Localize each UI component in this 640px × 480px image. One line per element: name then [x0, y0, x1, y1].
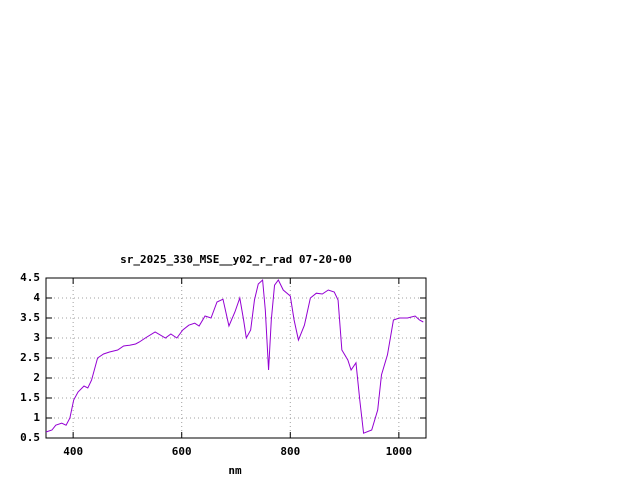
y-tick-label: 2: [33, 371, 40, 384]
y-tick-label: 0.5: [20, 431, 40, 444]
y-tick-label: 1.5: [20, 391, 40, 404]
y-tick-label: 4: [33, 291, 40, 304]
y-tick-label: 3: [33, 331, 40, 344]
x-tick-label: 600: [172, 445, 192, 458]
data-line: [45, 278, 424, 434]
x-axis-label: nm: [228, 464, 242, 477]
plot-border: [45, 277, 427, 439]
y-tick-label: 3.5: [20, 311, 40, 324]
x-tick-label: 400: [63, 445, 83, 458]
x-tick-label: 800: [280, 445, 300, 458]
chart-title: sr_2025_330_MSE__y02_r_rad 07-20-00: [120, 253, 352, 266]
y-tick-label: 4.5: [20, 271, 40, 284]
y-tick-label: 1: [33, 411, 40, 424]
x-tick-label: 1000: [386, 445, 413, 458]
y-tick-label: 2.5: [20, 351, 40, 364]
